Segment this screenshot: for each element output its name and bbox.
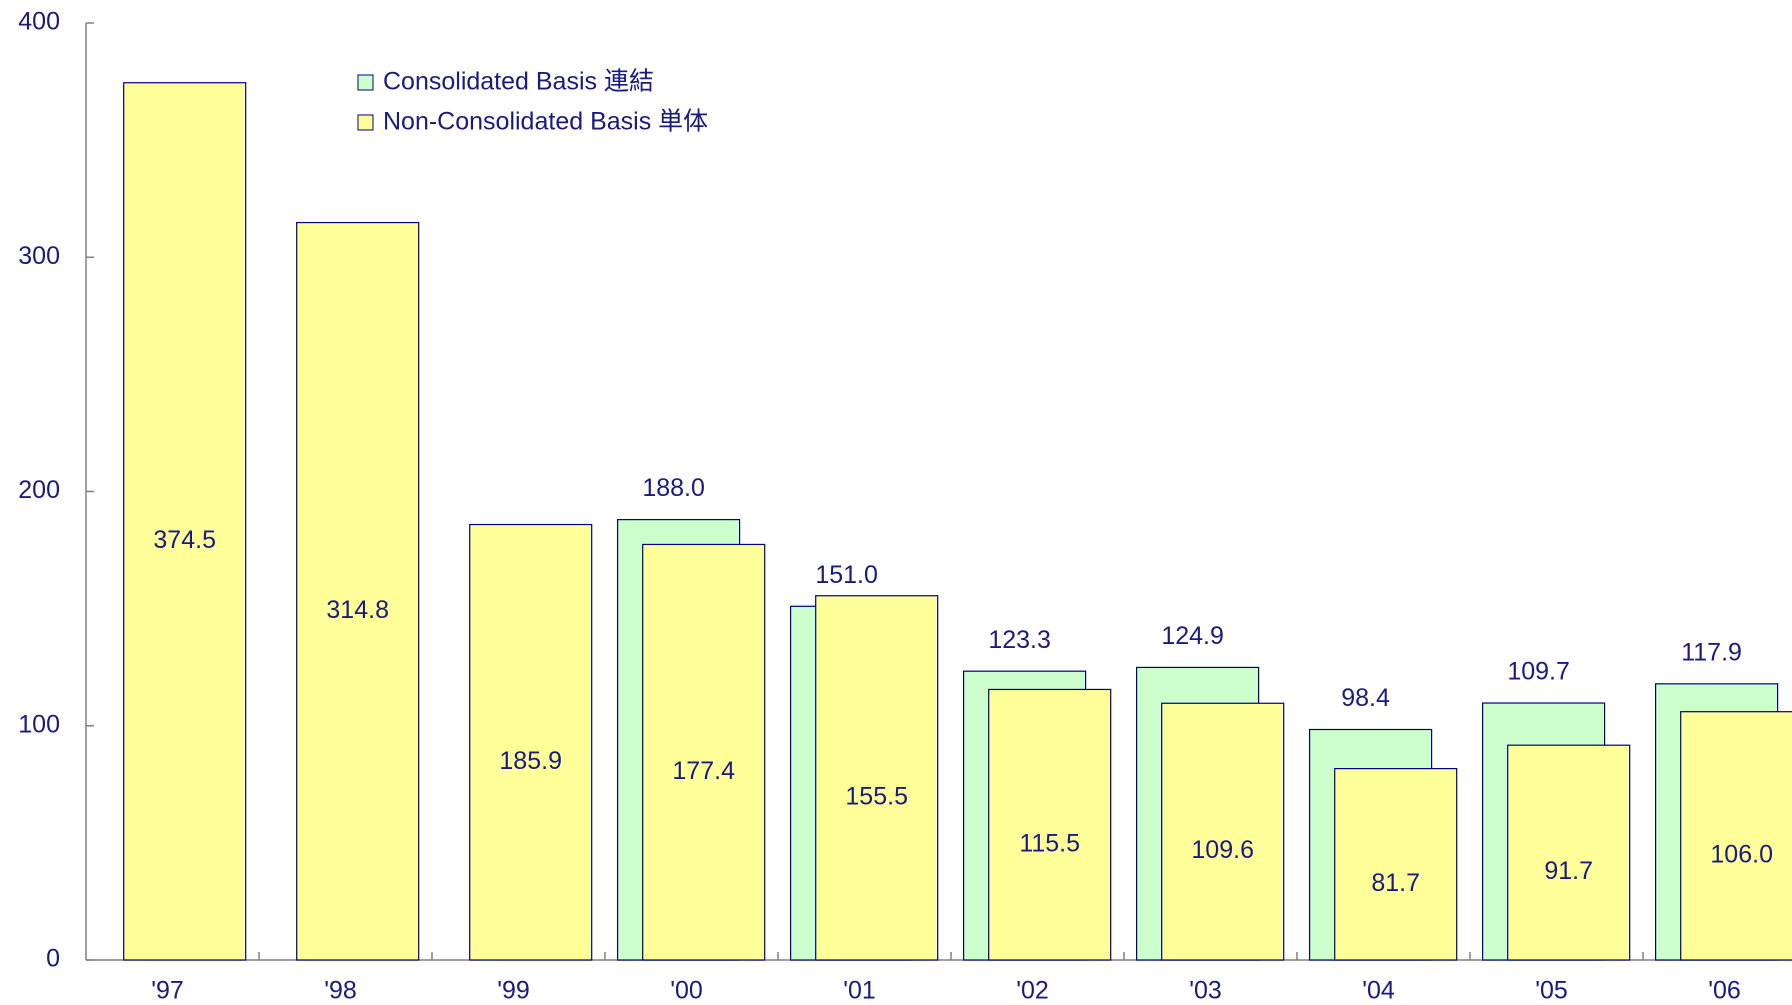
bar: [815, 595, 939, 961]
y-tick-label: 0: [46, 945, 60, 973]
x-tick-label: '99: [497, 977, 530, 1005]
bar: [1507, 744, 1631, 961]
value-label: 177.4: [672, 757, 735, 785]
bar: [469, 523, 593, 961]
x-tick-label: '02: [1016, 977, 1049, 1005]
x-tick-label: '00: [670, 977, 703, 1005]
bar: [1334, 768, 1458, 961]
value-label: 91.7: [1544, 857, 1593, 885]
value-label: 109.6: [1191, 836, 1254, 864]
bar: [123, 82, 247, 961]
value-label: 124.9: [1161, 622, 1224, 650]
legend-label: Non-Consolidated Basis 単体: [383, 108, 708, 136]
bar: [642, 543, 766, 961]
value-label: 155.5: [845, 782, 908, 810]
legend-swatch: [357, 114, 374, 131]
value-label: 81.7: [1371, 869, 1420, 897]
x-tick-label: '97: [151, 977, 184, 1005]
bar: [1680, 711, 1792, 961]
y-tick-label: 100: [18, 710, 60, 738]
bar: [296, 221, 420, 961]
value-label: 185.9: [499, 747, 562, 775]
value-label: 117.9: [1681, 638, 1742, 666]
x-tick-label: '04: [1362, 977, 1395, 1005]
x-tick-label: '06: [1708, 977, 1741, 1005]
y-tick-label: 200: [18, 476, 60, 504]
x-tick-label: '98: [324, 977, 357, 1005]
x-tick-label: '05: [1535, 977, 1568, 1005]
value-label: 109.7: [1507, 658, 1570, 686]
value-label: 151.0: [815, 561, 878, 589]
legend-label: Consolidated Basis 連結: [383, 68, 654, 96]
y-tick-label: 400: [18, 8, 60, 36]
bar: [988, 688, 1112, 961]
value-label: 115.5: [1019, 829, 1080, 857]
x-tick-label: '03: [1189, 977, 1222, 1005]
legend-swatch: [357, 74, 374, 91]
bar: [1161, 702, 1285, 961]
value-label: 314.8: [326, 596, 389, 624]
value-label: 106.0: [1710, 840, 1773, 868]
value-label: 98.4: [1341, 684, 1390, 712]
x-tick-label: '01: [843, 977, 876, 1005]
value-label: 188.0: [642, 474, 705, 502]
value-label: 123.3: [988, 626, 1051, 654]
y-tick-label: 300: [18, 242, 60, 270]
value-label: 374.5: [153, 526, 216, 554]
